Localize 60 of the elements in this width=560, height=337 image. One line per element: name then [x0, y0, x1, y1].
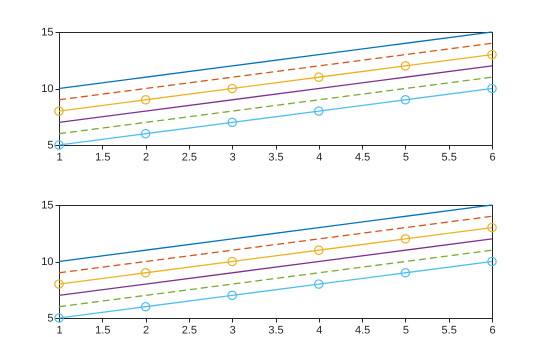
y-tick-label: 5 — [47, 140, 54, 152]
x-tick-label: 5.5 — [442, 324, 457, 336]
point — [487, 256, 497, 266]
x-tick-label: 5 — [402, 324, 409, 336]
y-tick-label: 15 — [41, 26, 54, 38]
x-tick-label: 3 — [230, 152, 236, 164]
x-tick-label: 2 — [143, 324, 150, 336]
point — [487, 222, 497, 232]
line-series — [58, 65, 493, 124]
line-series — [58, 216, 493, 274]
x-tick-label: 2 — [143, 152, 150, 164]
point — [140, 302, 150, 312]
line-series — [58, 76, 493, 134]
point — [314, 72, 324, 82]
x-tick-label: 2.5 — [182, 324, 198, 336]
point — [140, 268, 150, 278]
point — [54, 313, 64, 323]
x-tick-label: 1.5 — [95, 324, 110, 336]
x-tick-label: 4 — [316, 152, 322, 164]
point — [400, 268, 410, 278]
point — [227, 118, 237, 128]
point — [227, 290, 237, 300]
x-tick-label: 6 — [489, 324, 496, 336]
x-tick-label: 5.5 — [442, 152, 457, 164]
point — [227, 256, 237, 266]
point — [400, 61, 410, 71]
line-series — [58, 31, 493, 90]
y-tick-label: 10 — [41, 83, 54, 95]
line-series — [58, 250, 493, 308]
y-tick-label: 5 — [47, 312, 54, 324]
point — [54, 279, 64, 289]
x-tick-label: 6 — [489, 152, 496, 164]
line-series — [58, 238, 493, 296]
point — [314, 279, 324, 289]
x-tick-label: 5 — [402, 152, 409, 164]
x-tick-label: 1.5 — [95, 152, 110, 164]
point — [227, 84, 237, 94]
x-tick-label: 1 — [56, 152, 63, 164]
x-tick-label: 3 — [230, 324, 236, 336]
point — [140, 128, 150, 138]
x-tick-label: 4 — [316, 324, 322, 336]
x-tick-label: 4.5 — [354, 324, 370, 336]
point — [54, 140, 64, 150]
x-tick-label: 2.5 — [182, 152, 198, 164]
x-tick-label: 4.5 — [354, 152, 370, 164]
x-tick-label: 3.5 — [268, 324, 284, 336]
y-tick-label: 15 — [41, 200, 54, 212]
point — [314, 106, 324, 116]
y-tick-label: 10 — [41, 256, 54, 268]
point — [487, 50, 497, 60]
line-series — [58, 204, 493, 262]
point — [140, 95, 150, 105]
x-tick-label: 3.5 — [268, 152, 284, 164]
point — [54, 106, 64, 116]
line-series — [58, 42, 493, 100]
point — [487, 84, 497, 94]
x-tick-label: 1 — [56, 324, 63, 336]
point — [400, 234, 410, 244]
point — [314, 245, 324, 255]
point — [400, 95, 410, 105]
